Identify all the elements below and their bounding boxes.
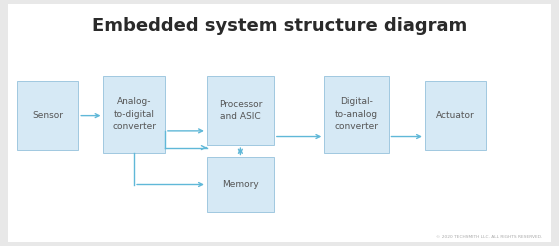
FancyBboxPatch shape: [425, 81, 486, 150]
Text: Processor
and ASIC: Processor and ASIC: [219, 100, 262, 122]
FancyBboxPatch shape: [324, 76, 389, 153]
FancyBboxPatch shape: [207, 76, 274, 145]
Text: © 2020 TECHSMITH LLC. ALL RIGHTS RESERVED.: © 2020 TECHSMITH LLC. ALL RIGHTS RESERVE…: [436, 235, 542, 239]
Text: Analog-
to-digital
converter: Analog- to-digital converter: [112, 97, 156, 131]
Text: Memory: Memory: [222, 180, 259, 189]
Text: Actuator: Actuator: [436, 111, 475, 120]
Text: Digital-
to-analog
converter: Digital- to-analog converter: [334, 97, 378, 131]
FancyBboxPatch shape: [103, 76, 165, 153]
Text: Sensor: Sensor: [32, 111, 63, 120]
Text: Embedded system structure diagram: Embedded system structure diagram: [92, 17, 467, 35]
FancyBboxPatch shape: [207, 157, 274, 212]
FancyBboxPatch shape: [17, 81, 78, 150]
